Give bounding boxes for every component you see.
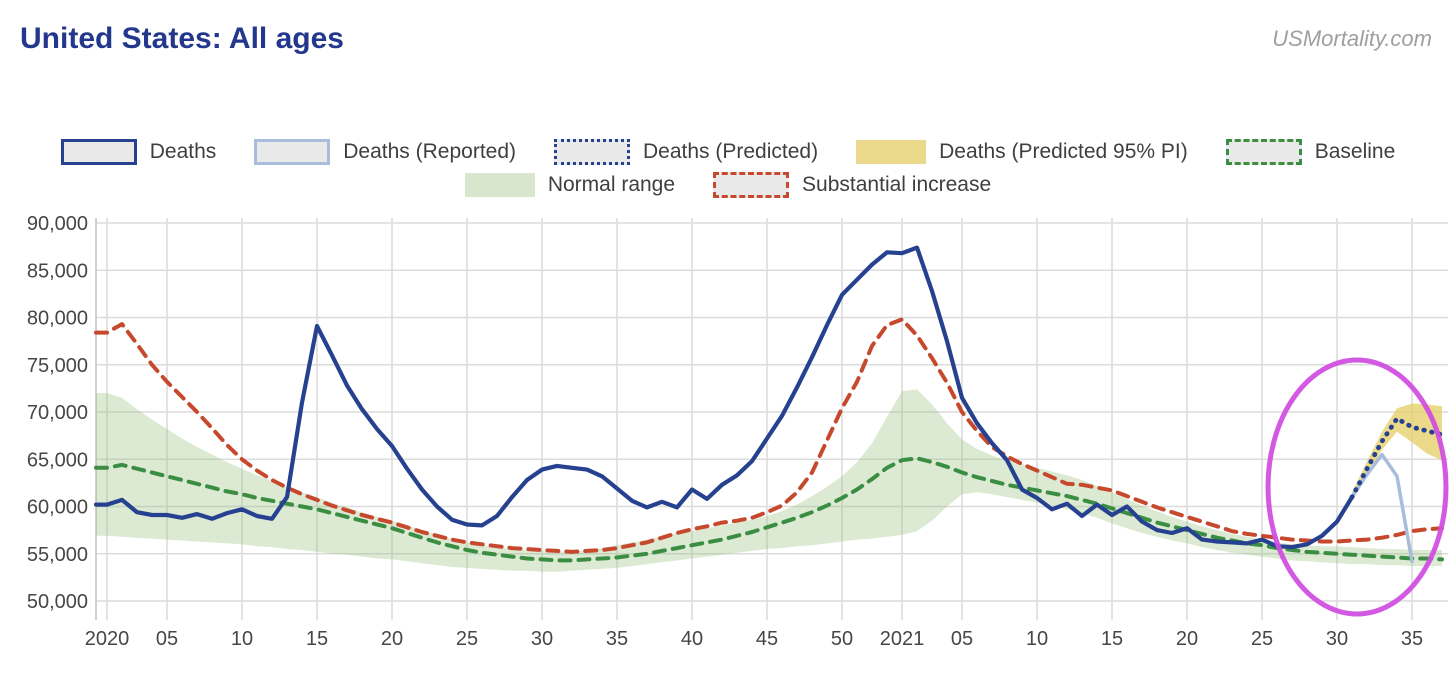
- x-tick-label: 35: [606, 628, 628, 650]
- deaths-predicted-line: [1349, 416, 1445, 500]
- x-tick-label: 30: [531, 628, 553, 650]
- x-tick-label: 05: [951, 628, 973, 650]
- y-tick-label: 65,000: [27, 449, 88, 471]
- legend-item-substantial-increase[interactable]: Substantial increase: [713, 172, 991, 198]
- deaths-reported-line: [1335, 452, 1414, 564]
- x-tick-label: 35: [1401, 628, 1423, 650]
- watermark-usmortality: USMortality.com: [1272, 26, 1432, 51]
- x-tick-label: 15: [1101, 628, 1123, 650]
- x-tick-label: 30: [1326, 628, 1348, 650]
- y-tick-label: 80,000: [27, 308, 88, 330]
- y-tick-label: 50,000: [27, 591, 88, 613]
- x-tick-label: 2021: [880, 628, 925, 650]
- x-tick-label: 15: [306, 628, 328, 650]
- legend-label-baseline: Baseline: [1314, 140, 1396, 163]
- legend-item-deaths-reported[interactable]: Deaths (Reported): [254, 139, 516, 165]
- legend-row-1: Deaths Deaths (Reported) Deaths (Predicted…: [60, 139, 1396, 165]
- legend-label-substantial-increase: Substantial increase: [802, 173, 992, 196]
- legend-row-2: Normal range Substantial increase: [464, 172, 991, 198]
- legend-swatch-normal-range: [464, 173, 535, 197]
- legend-swatch-baseline: [1225, 139, 1302, 165]
- y-tick-label: 75,000: [27, 355, 88, 377]
- x-tick-label: 25: [456, 628, 478, 650]
- substantial-increase-line: [94, 317, 1444, 554]
- legend-swatch-substantial-increase: [713, 172, 790, 198]
- x-tick-label: 05: [156, 628, 178, 650]
- y-tick-label: 70,000: [27, 402, 88, 424]
- y-tick-label: 60,000: [27, 497, 88, 519]
- predicted-95pi-band: [1352, 403, 1442, 501]
- legend-item-baseline[interactable]: Baseline: [1225, 139, 1396, 165]
- x-tick-label: 25: [1251, 628, 1273, 650]
- legend-item-deaths[interactable]: Deaths: [60, 139, 217, 165]
- legend-swatch-deaths-predicted-95-pi: [856, 140, 927, 164]
- baseline-line: [94, 456, 1444, 563]
- x-tick-label: 40: [681, 628, 703, 650]
- legend-swatch-deaths-predicted: [554, 139, 631, 165]
- y-tick-label: 85,000: [27, 260, 88, 282]
- page-title: United States: All ages: [20, 22, 344, 55]
- x-tick-label: 10: [1026, 628, 1048, 650]
- x-tick-label: 20: [381, 628, 403, 650]
- legend-swatch-deaths: [60, 139, 137, 165]
- chart-legend: Deaths Deaths (Reported) Deaths (Predicted…: [0, 139, 1456, 198]
- x-tick-label: 45: [756, 628, 778, 650]
- x-tick-label: 20: [1176, 628, 1198, 650]
- legend-label-normal-range: Normal range: [547, 173, 676, 196]
- legend-label-deaths-reported: Deaths (Reported): [343, 140, 517, 163]
- y-tick-label: 90,000: [27, 213, 88, 235]
- highlight-ellipse: [1265, 357, 1449, 617]
- legend-swatch-deaths-reported: [254, 139, 331, 165]
- legend-label-deaths: Deaths: [149, 140, 217, 163]
- legend-label-deaths-predicted: Deaths (Predicted): [643, 140, 819, 163]
- y-tick-label: 55,000: [27, 544, 88, 566]
- x-tick-label: 2020: [85, 628, 130, 650]
- legend-item-normal-range[interactable]: Normal range: [464, 173, 676, 197]
- x-tick-label: 50: [831, 628, 853, 650]
- legend-item-deaths-predicted-95-pi[interactable]: Deaths (Predicted 95% PI): [856, 140, 1188, 164]
- legend-item-deaths-predicted[interactable]: Deaths (Predicted): [554, 139, 818, 165]
- deaths-line: [93, 245, 1355, 550]
- x-tick-label: 10: [231, 628, 253, 650]
- legend-label-deaths-predicted-95-pi: Deaths (Predicted 95% PI): [939, 140, 1188, 163]
